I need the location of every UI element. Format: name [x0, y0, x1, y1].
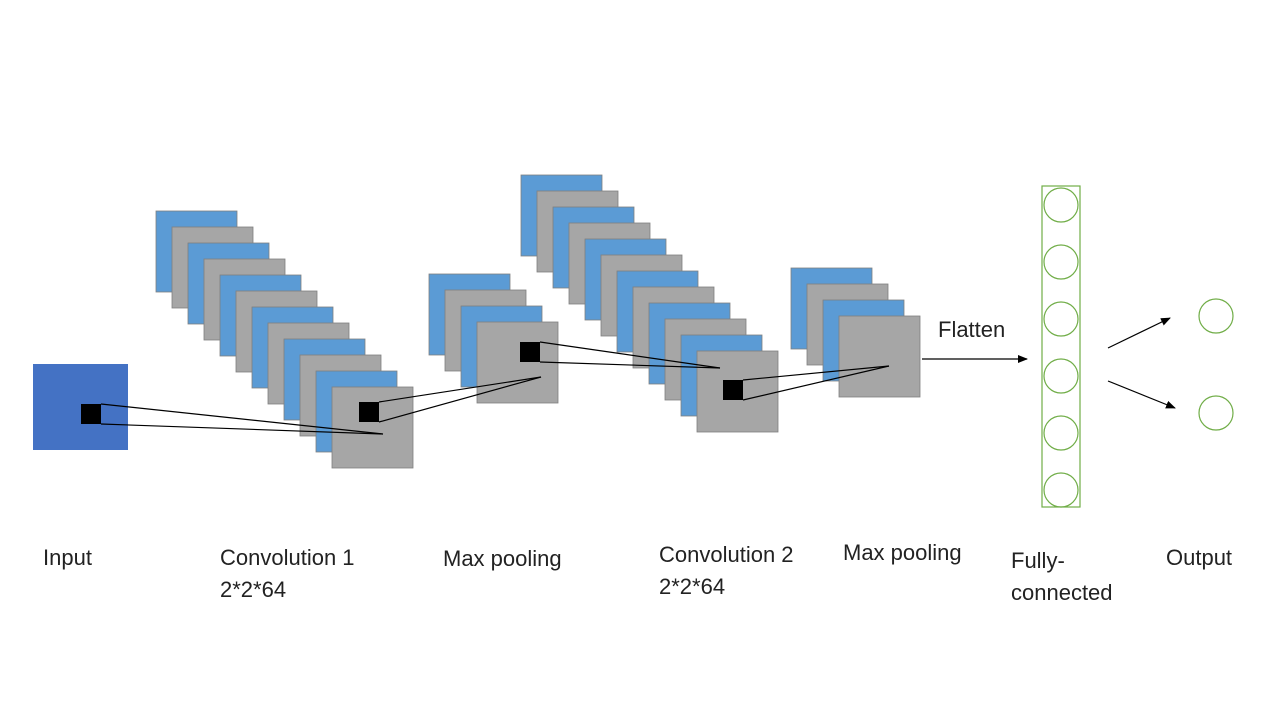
feature-map	[331, 386, 414, 469]
pool1-kernel	[520, 342, 540, 362]
neuron-circle-icon	[1043, 415, 1079, 451]
receptive-field-lines	[100, 341, 890, 435]
input-kernel	[81, 404, 101, 424]
neuron-circle-icon	[1043, 301, 1079, 337]
conv1-to-pool1-line	[378, 376, 542, 423]
flatten-label: Flatten	[938, 317, 1006, 342]
neuron-circle-icon	[1043, 187, 1079, 223]
conv2-to-pool2-line	[742, 365, 890, 381]
output-label: Output	[1166, 545, 1233, 570]
fully-connected-label-line2: connected	[1011, 580, 1113, 605]
neuron-circle-icon	[1043, 358, 1079, 394]
pool1-label: Max pooling	[443, 546, 562, 571]
conv1-kernel	[359, 402, 379, 422]
output-arrow-bottom	[1107, 380, 1176, 409]
output-neuron-icon	[1198, 395, 1234, 431]
pool1-to-conv2-line	[539, 361, 721, 369]
conv1-size-label: 2*2*64	[220, 577, 287, 602]
conv1-feature-map-stack	[155, 210, 414, 469]
feature-map	[838, 315, 921, 398]
neuron-circle-icon	[1043, 244, 1079, 280]
neuron-circle-icon	[1043, 472, 1079, 508]
conv1-to-pool1-line	[378, 376, 542, 403]
output-layer	[1198, 298, 1234, 431]
conv1-label: Convolution 1	[220, 545, 355, 570]
output-neuron-icon	[1198, 298, 1234, 334]
conv2-to-pool2-line	[742, 365, 890, 401]
conv2-size-label: 2*2*64	[659, 574, 726, 599]
input-to-conv1-line	[100, 403, 384, 435]
pool1-to-conv2-line	[539, 341, 721, 369]
fully-connected-layer	[1041, 185, 1081, 508]
fully-connected-frame	[1041, 185, 1081, 508]
conv2-feature-map-stack	[520, 174, 779, 433]
conv2-kernel	[723, 380, 743, 400]
pool1-feature-map-stack	[428, 273, 559, 404]
pool2-feature-map-stack	[790, 267, 921, 398]
input-to-conv1-line	[100, 423, 384, 435]
pool2-label: Max pooling	[843, 540, 962, 565]
fully-connected-label: Fully-	[1011, 548, 1065, 573]
input-layer	[33, 364, 128, 450]
output-arrow-top	[1107, 317, 1171, 349]
feature-map	[476, 321, 559, 404]
input-label: Input	[43, 545, 92, 570]
conv2-label: Convolution 2	[659, 542, 794, 567]
input-image	[33, 364, 128, 450]
